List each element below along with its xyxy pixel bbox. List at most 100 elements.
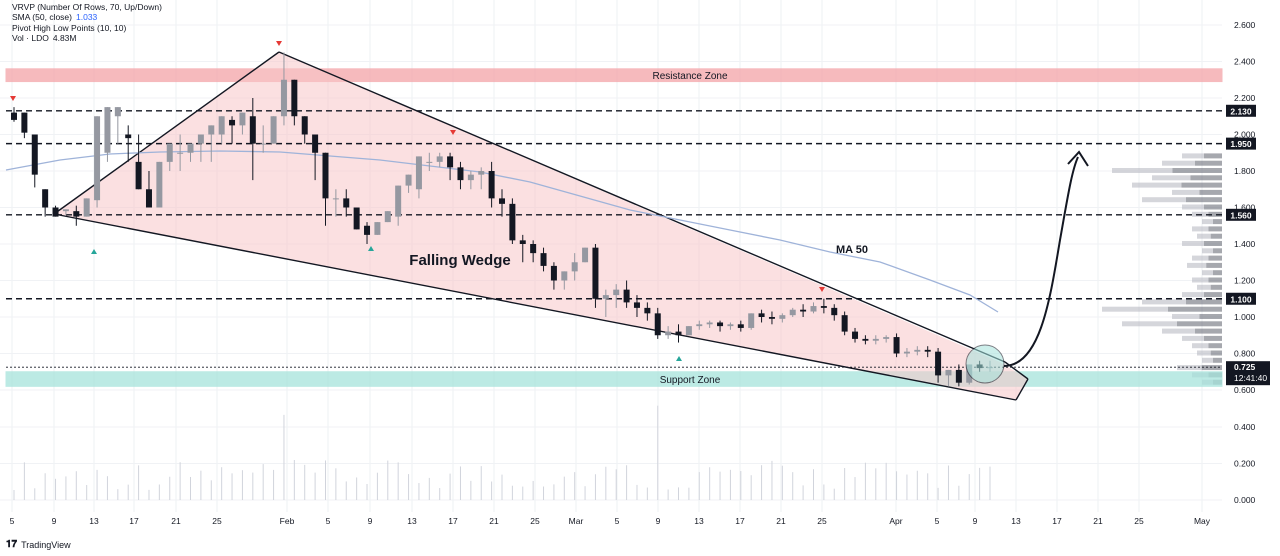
- candle-body: [239, 112, 246, 126]
- volume-profile-row: [1182, 292, 1204, 298]
- candle-body: [945, 369, 952, 376]
- candle-body: [145, 189, 152, 208]
- candle-body: [727, 324, 734, 327]
- x-tick-label: May: [1194, 516, 1211, 526]
- x-tick-label: 9: [656, 516, 661, 526]
- volume-profile-row: [1204, 153, 1222, 159]
- candle-body: [748, 313, 755, 328]
- legend-vrvp-label: VRVP (Number Of Rows, 70, Up/Down): [12, 2, 162, 12]
- volume-profile-row: [1192, 226, 1209, 232]
- candle-body: [156, 161, 163, 208]
- legend-sma-label: SMA (50, close): [12, 12, 72, 23]
- candle-body: [208, 125, 215, 135]
- x-tick-label: 5: [615, 516, 620, 526]
- pivot-low-marker: [91, 249, 97, 254]
- pivot-low-marker: [368, 246, 374, 251]
- volume-profile-row: [1186, 299, 1222, 305]
- x-tick-label: 9: [973, 516, 978, 526]
- candle-body: [550, 265, 557, 281]
- candle-body: [820, 306, 827, 308]
- y-tick-label: 0.000: [1234, 495, 1256, 505]
- candle-body: [249, 116, 256, 144]
- legend-sma[interactable]: SMA (50, close) 1.033: [12, 12, 162, 22]
- volume-profile-row: [1206, 262, 1222, 268]
- volume-profile-row: [1204, 204, 1222, 210]
- pivot-low-marker: [676, 356, 682, 361]
- falling-wedge: [53, 51, 1029, 401]
- candle-body: [499, 198, 505, 204]
- candle-body: [114, 107, 121, 117]
- volume-profile-row: [1210, 284, 1222, 290]
- candle-body: [717, 322, 724, 327]
- x-tick-label: 5: [10, 516, 15, 526]
- candle-body: [73, 211, 80, 217]
- volume-profile-row: [1202, 219, 1213, 225]
- current-price-label: 0.725: [1234, 362, 1256, 372]
- level-label: 1.950: [1230, 139, 1252, 149]
- candle-body: [177, 152, 184, 154]
- legend-sma-value: 1.033: [76, 12, 98, 23]
- candle-body: [592, 247, 599, 299]
- y-tick-label: 1.200: [1234, 276, 1256, 286]
- legend-vol[interactable]: Vol · LDO 4.83M: [12, 33, 162, 43]
- volume-profile-row: [1204, 241, 1222, 246]
- candle-body: [395, 185, 402, 217]
- x-tick-label: 17: [448, 516, 458, 526]
- y-tick-label: 2.000: [1234, 130, 1256, 140]
- candle-body: [166, 143, 173, 162]
- volume-profile-row: [1204, 292, 1222, 298]
- candle-body: [364, 225, 371, 235]
- wedge-upper-right: [278, 51, 1006, 363]
- legend-pivot[interactable]: Pivot High Low Points (10, 10): [12, 23, 162, 33]
- candle-body: [883, 337, 890, 339]
- candle-body: [125, 134, 132, 139]
- volume-profile-row: [1197, 233, 1211, 239]
- candle-body: [654, 313, 661, 336]
- volume-profile-row: [1172, 314, 1200, 319]
- candle-body: [135, 161, 142, 190]
- volume-profile-row: [1208, 211, 1222, 217]
- y-tick-label: 1.400: [1234, 239, 1256, 249]
- volume-profile-row: [1177, 321, 1222, 327]
- volume-profile-row: [1182, 204, 1204, 210]
- tradingview-logo[interactable]: 𝟏𝟕 TradingView: [6, 539, 71, 550]
- volume-profile-row: [1112, 168, 1173, 173]
- volume-profile-row: [1210, 350, 1222, 356]
- legend-vrvp[interactable]: VRVP (Number Of Rows, 70, Up/Down): [12, 2, 162, 12]
- x-tick-label: 17: [1052, 516, 1062, 526]
- projection-arrow: [965, 150, 1089, 384]
- y-tick-label: 0.400: [1234, 422, 1256, 432]
- candle-body: [21, 112, 28, 133]
- volume-profile-row: [1204, 335, 1222, 341]
- candle-body: [384, 211, 391, 223]
- candle-body: [758, 313, 765, 317]
- volume-profile-row: [1162, 160, 1195, 166]
- candle-body: [83, 198, 90, 217]
- pivot-high-marker: [276, 41, 282, 46]
- x-tick-label: 25: [212, 516, 222, 526]
- candle-body: [768, 317, 775, 319]
- candle-body: [665, 331, 672, 336]
- volume-profile-row: [1210, 233, 1222, 239]
- volume-profile-row: [1186, 197, 1222, 203]
- volume-profile-row: [1192, 277, 1209, 283]
- volume-profile-row: [1213, 270, 1222, 276]
- level-label: 2.130: [1230, 106, 1252, 116]
- candle-body: [644, 307, 651, 314]
- candle-body: [540, 253, 547, 266]
- candle-body: [343, 198, 350, 208]
- candle-body: [852, 331, 859, 339]
- candle-body: [789, 309, 796, 316]
- y-tick-label: 1.800: [1234, 166, 1256, 176]
- x-tick-label: 9: [368, 516, 373, 526]
- pivot-high-marker: [819, 287, 825, 292]
- volume-profile-row: [1192, 255, 1209, 261]
- volume-profile-row: [1208, 226, 1222, 232]
- candle-body: [229, 119, 236, 126]
- candle-body: [197, 134, 204, 144]
- legend-pivot-label: Pivot High Low Points (10, 10): [12, 22, 127, 33]
- zone-label: Support Zone: [660, 375, 721, 386]
- candle-body: [530, 244, 537, 254]
- candle-body: [955, 369, 962, 383]
